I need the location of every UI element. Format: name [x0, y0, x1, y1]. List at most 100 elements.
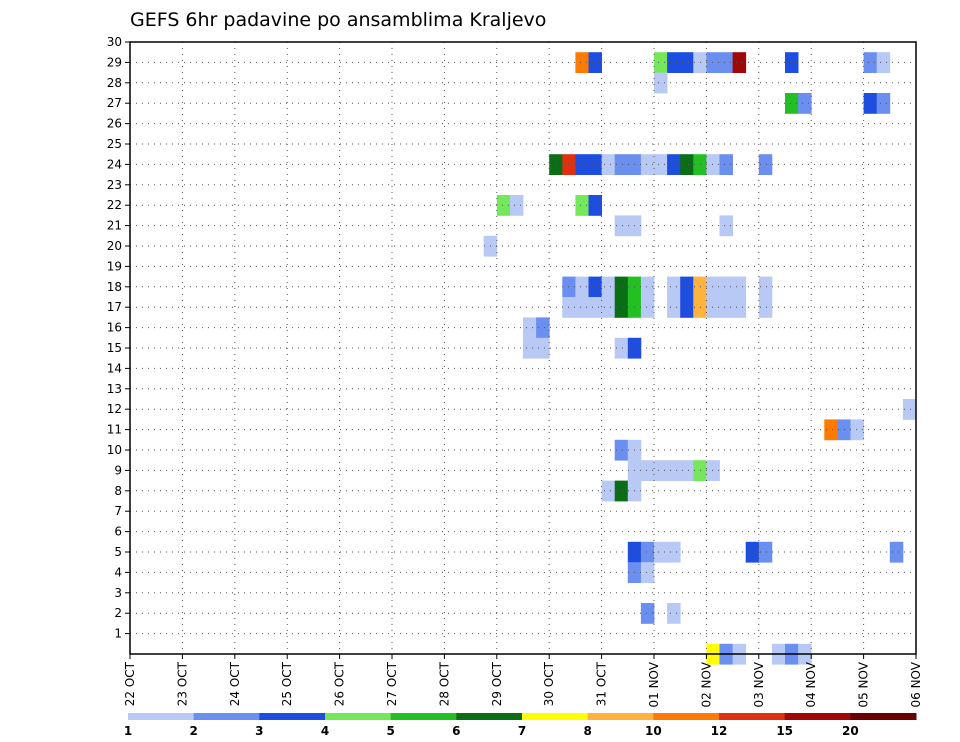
y-tick-label: 14	[107, 361, 122, 375]
chart-title: GEFS 6hr padavine po ansamblima Kraljevo	[130, 9, 546, 31]
heatmap-cell	[640, 562, 655, 583]
y-tick-label: 15	[107, 341, 122, 355]
heatmap-cell	[654, 154, 668, 175]
heatmap-cell	[523, 337, 537, 359]
colorbar-label: 20	[842, 724, 859, 738]
colorbar-label: 2	[189, 724, 197, 738]
heatmap-cell	[575, 154, 589, 175]
heatmap-cell	[824, 419, 838, 441]
colorbar-label: 8	[583, 724, 591, 738]
y-tick-label: 20	[107, 239, 122, 253]
y-tick-label: 7	[114, 504, 122, 518]
y-tick-label: 1	[114, 627, 122, 641]
heatmap-cell	[706, 276, 720, 298]
grid-lines	[130, 42, 916, 654]
heatmap-cell	[667, 541, 681, 563]
heatmap-cell	[889, 541, 904, 563]
x-tick-label: 30 OCT	[542, 661, 556, 706]
heatmap-cell	[536, 337, 550, 359]
y-tick-label: 30	[107, 35, 122, 49]
heatmap-cell	[680, 52, 694, 73]
heatmap-cell	[601, 154, 616, 175]
y-tick-label: 18	[107, 280, 122, 294]
colorbar-segment	[784, 713, 851, 720]
heatmap-cell	[719, 297, 733, 318]
y-tick-label: 17	[107, 300, 122, 314]
heatmap-cell	[536, 317, 550, 339]
heatmap-cell	[719, 215, 733, 237]
heatmap-cell	[654, 52, 668, 73]
heatmap-cell	[509, 195, 524, 216]
heatmap-cell	[588, 276, 602, 298]
heatmap-cell	[562, 154, 576, 175]
heatmap-cell	[758, 154, 773, 175]
heatmap-cell	[680, 460, 694, 481]
heatmap-cell	[902, 399, 917, 420]
colorbar-segment	[128, 713, 195, 720]
heatmap-cell	[706, 460, 720, 481]
heatmap-cell	[562, 276, 576, 298]
heatmap-cell	[719, 276, 733, 298]
heatmap-cell	[575, 195, 589, 216]
heatmap-cell	[588, 154, 602, 175]
colorbar-segment	[850, 713, 917, 720]
y-tick-label: 3	[114, 586, 122, 600]
heatmap-cell	[588, 52, 602, 73]
y-tick-label: 22	[107, 198, 122, 212]
heatmap-cell	[523, 317, 537, 339]
x-tick-label: 28 OCT	[437, 661, 451, 706]
heatmap-cell	[745, 541, 760, 563]
colorbar-segment	[522, 713, 589, 720]
colorbar-segment	[259, 713, 326, 720]
colorbar-label: 5	[386, 724, 394, 738]
colorbar-segment	[390, 713, 457, 720]
heatmap-cell	[640, 276, 655, 298]
y-tick-label: 4	[114, 565, 122, 579]
x-tick-label: 29 OCT	[490, 661, 504, 706]
heatmap-cell	[667, 460, 681, 481]
x-tick-label: 27 OCT	[385, 661, 399, 706]
colorbar-label: 12	[711, 724, 728, 738]
heatmap-cell	[732, 297, 747, 318]
heatmap-cell	[706, 297, 720, 318]
colorbar-segment	[325, 713, 392, 720]
y-axis: 1234567891011121314151617181920212223242…	[107, 35, 130, 641]
heatmap-cell	[876, 52, 891, 73]
y-tick-label: 28	[107, 76, 122, 90]
colorbar-label: 10	[645, 724, 662, 738]
x-tick-label: 05 NOV	[857, 661, 871, 707]
heatmap-cell	[601, 297, 616, 318]
colorbar-segment	[587, 713, 654, 720]
heatmap-cell	[876, 93, 891, 114]
x-tick-label: 31 OCT	[595, 661, 609, 706]
x-tick-label: 24 OCT	[228, 661, 242, 706]
heatmap-cell	[758, 541, 773, 563]
colorbar-label: 6	[452, 724, 460, 738]
heatmap-cell	[680, 276, 694, 298]
x-tick-label: 22 OCT	[123, 661, 137, 706]
heatmap-cell	[614, 439, 629, 461]
heatmap-cell	[680, 154, 694, 175]
x-tick-label: 25 OCT	[280, 661, 294, 706]
heatmap-cell	[640, 603, 655, 624]
x-tick-label: 01 NOV	[647, 661, 661, 707]
y-tick-label: 8	[114, 484, 122, 498]
heatmap-cell	[614, 297, 629, 318]
heatmap-cell	[654, 72, 668, 94]
y-tick-label: 25	[107, 137, 122, 151]
heatmap-cell	[575, 52, 589, 73]
heatmap-cell	[614, 215, 629, 237]
y-tick-label: 2	[114, 606, 122, 620]
heatmap-cell	[575, 276, 589, 298]
x-axis: 22 OCT 23 OCT 24 OCT 25 OCT 26 OCT 27 OCT 28 O…	[123, 654, 923, 708]
y-tick-label: 21	[107, 219, 122, 233]
colorbar-label: 15	[776, 724, 793, 738]
heatmap-cell	[601, 480, 616, 502]
colorbar-label: 3	[255, 724, 263, 738]
heatmap-cell	[614, 480, 629, 502]
heatmap-cell	[719, 154, 733, 175]
heatmap-cell	[496, 195, 511, 216]
colorbar-label: 4	[321, 724, 329, 738]
heatmap-cell	[614, 276, 629, 298]
